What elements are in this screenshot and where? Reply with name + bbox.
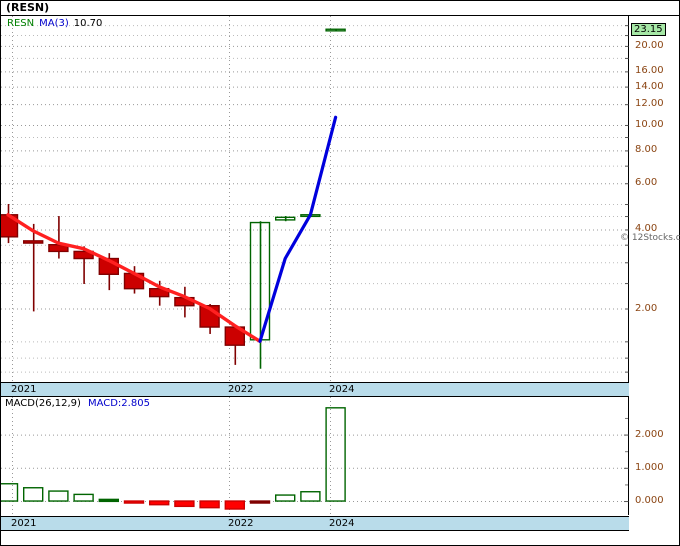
page-title: (RESN) — [6, 1, 50, 14]
macd-axis-tick: 2.000 — [635, 428, 664, 440]
macd-panel: MACD(26,12,9) MACD:2.805 — [1, 397, 679, 516]
title-bar: (RESN) — [1, 1, 679, 16]
price-legend: RESN MA(3) 10.70 — [7, 18, 107, 29]
macd-plot — [1, 397, 629, 515]
price-plot — [1, 16, 629, 382]
price-axis-tick: 14.00 — [635, 80, 664, 92]
price-axis-tick: 4.00 — [635, 223, 658, 235]
macd-legend: MACD(26,12,9) MACD:2.805 — [5, 398, 150, 409]
macd-axis-tick: 1.000 — [635, 461, 664, 473]
macd-value: MACD:2.805 — [87, 398, 150, 409]
date-tick-label: 2024 — [329, 384, 355, 395]
macd-axis-tick: 0.000 — [635, 495, 664, 507]
legend-ma-label: MA(3) — [39, 18, 69, 29]
date-tick-label: 2021 — [11, 518, 37, 529]
legend-ma-value: 10.70 — [73, 18, 103, 29]
date-axis-macd: 2021 2022 2024 — [1, 516, 629, 531]
legend-symbol: RESN — [7, 18, 35, 29]
date-tick-label: 2024 — [329, 518, 355, 529]
price-axis-tick: 20.00 — [635, 39, 664, 51]
date-axis-price: 2021 2022 2024 — [1, 382, 629, 397]
price-axis-tick: 16.00 — [635, 65, 664, 77]
macd-label: MACD(26,12,9) — [5, 398, 81, 409]
date-tick-label: 2022 — [228, 518, 254, 529]
price-axis-tick: 6.00 — [635, 177, 658, 189]
price-axis-tick: 2.00 — [635, 302, 658, 314]
price-chart-panel: RESN MA(3) 10.70 — [1, 16, 679, 382]
watermark-credit: © 12Stocks.com — [620, 233, 680, 243]
last-price-badge: 23.15 — [631, 23, 666, 37]
price-axis-tick: 12.00 — [635, 98, 664, 110]
date-tick-label: 2021 — [11, 384, 37, 395]
date-tick-label: 2022 — [228, 384, 254, 395]
price-axis-tick: 10.00 — [635, 118, 664, 130]
price-axis-tick: 8.00 — [635, 144, 658, 156]
